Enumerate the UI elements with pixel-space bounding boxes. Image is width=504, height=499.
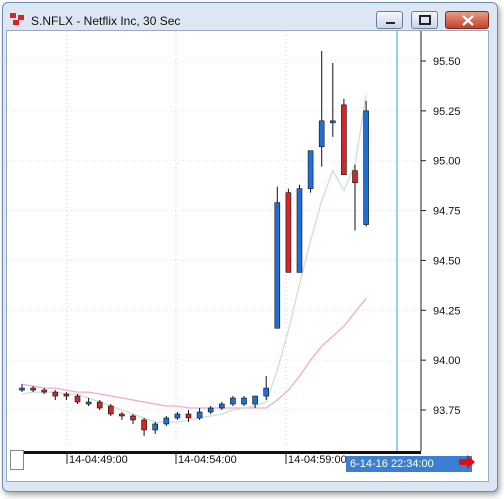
- candle-body: [63, 393, 70, 397]
- y-tick-label: 94.25: [433, 305, 461, 317]
- app-icon: [10, 13, 24, 25]
- candle-body: [230, 397, 236, 405]
- window-title: S.NFLX - Netflix Inc, 30 Sec: [31, 14, 181, 28]
- x-tick-label: 14-04:49:00: [69, 454, 128, 466]
- candle-body: [152, 423, 158, 431]
- candle-body: [163, 417, 170, 425]
- y-tick-label: 94.75: [433, 206, 461, 218]
- candle-body: [30, 387, 36, 391]
- candle-body: [285, 192, 292, 273]
- candle-body: [252, 395, 258, 405]
- close-button[interactable]: [445, 11, 489, 29]
- candle-body: [119, 413, 125, 417]
- candle-body: [352, 170, 358, 183]
- candlestick-chart[interactable]: 95.50 95.25 95.00 94.75 94.50 94.25 94.00 93.75…: [7, 31, 488, 481]
- close-icon: [462, 15, 474, 26]
- maximize-button[interactable]: [411, 11, 438, 29]
- x-tick-label: 14-04:54:00: [178, 454, 237, 466]
- candle-body: [130, 415, 136, 421]
- minimize-button[interactable]: [376, 11, 403, 29]
- slow-moving-average-line: [21, 297, 367, 409]
- scroll-right-arrow-icon[interactable]: [458, 455, 476, 469]
- scroll-handle[interactable]: [10, 450, 24, 470]
- candle-body: [174, 413, 181, 419]
- candle-body: [307, 150, 314, 189]
- candle-body: [274, 202, 281, 329]
- candle-body: [96, 401, 103, 409]
- y-tick-label: 95.00: [433, 156, 461, 168]
- candle-body: [318, 120, 325, 148]
- candle-body: [207, 407, 214, 413]
- candle-body: [19, 387, 25, 391]
- candle-body: [74, 395, 81, 403]
- minimize-icon: [386, 22, 395, 24]
- chart-area[interactable]: 95.50 95.25 95.00 94.75 94.50 94.25 94.00 93.75…: [6, 30, 489, 482]
- y-tick-label: 95.25: [433, 106, 461, 118]
- current-time-label: 6-14-16 22:34:00: [346, 456, 472, 472]
- candle-body: [263, 387, 270, 397]
- candle-body: [85, 401, 92, 405]
- x-tick-label: 14-04:59:00: [288, 454, 347, 466]
- x-axis-bar: [21, 451, 421, 454]
- candle-body: [141, 419, 147, 431]
- y-tick-label: 95.50: [433, 56, 461, 68]
- candle-body: [52, 391, 59, 397]
- candle-body: [196, 411, 203, 419]
- candle-body: [341, 104, 347, 175]
- title-bar[interactable]: S.NFLX - Netflix Inc, 30 Sec: [3, 3, 497, 33]
- candle-body: [219, 403, 225, 409]
- y-tick-label: 94.00: [433, 355, 461, 367]
- candle-body: [296, 188, 303, 273]
- y-tick-label: 93.75: [433, 405, 461, 417]
- candle-body: [41, 389, 48, 393]
- candle-body: [363, 110, 369, 225]
- candle-body: [329, 120, 336, 124]
- candle-body: [185, 413, 192, 419]
- fast-moving-average-line: [21, 94, 367, 423]
- candle-body: [241, 397, 247, 405]
- y-tick-label: 94.50: [433, 255, 461, 267]
- candle-body: [108, 405, 114, 415]
- maximize-icon: [419, 15, 431, 25]
